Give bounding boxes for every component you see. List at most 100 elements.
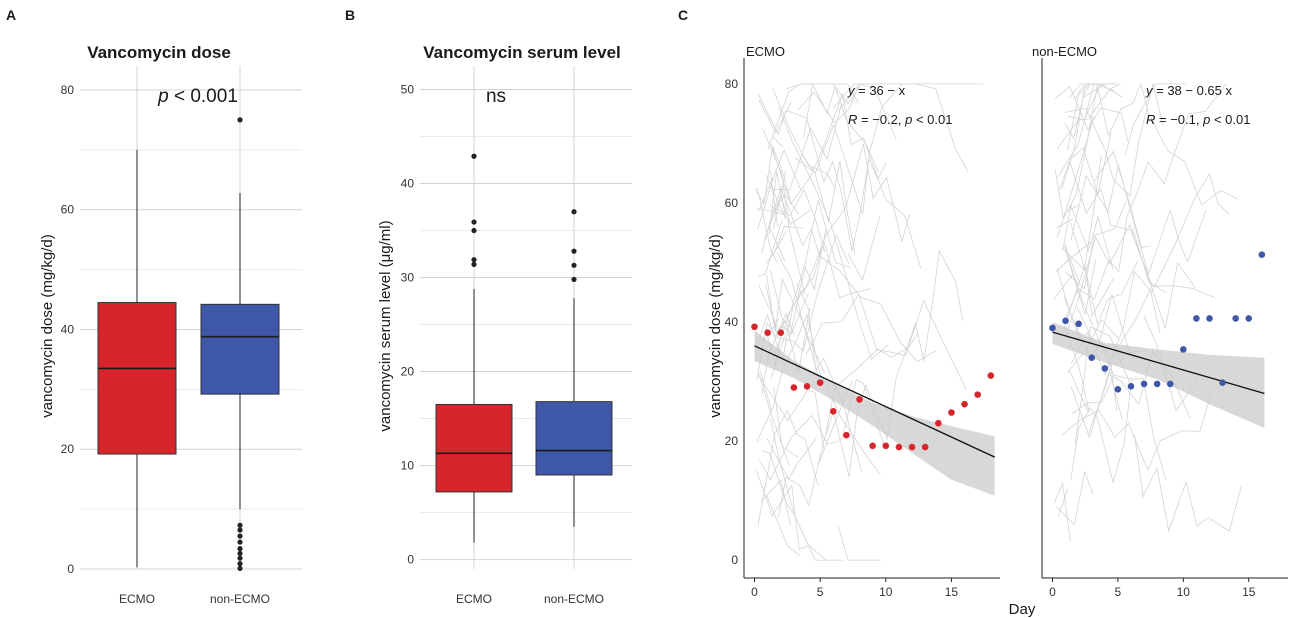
facet-ecmo-regression-line — [754, 345, 996, 458]
facet-non-ecmo-mean-point — [1075, 320, 1082, 328]
facet-ecmo-trajectory — [771, 135, 784, 148]
facet-ecmo-trajectory — [773, 387, 799, 459]
facet-non-ecmo-mean-point — [1127, 382, 1135, 390]
facet-ecmo-trajectory — [758, 379, 885, 481]
facet-ecmo-mean-point — [843, 431, 850, 439]
facet-non-ecmo-trajectory — [1068, 83, 1123, 121]
facet-non-ecmo-trajectory — [1105, 357, 1123, 421]
facet-non-ecmo-trajectory — [1070, 373, 1109, 439]
facet-ecmo-trajectory — [773, 199, 852, 357]
facet-ecmo-mean-point — [934, 419, 942, 427]
panel-b-box-ecmo-outlier — [471, 219, 477, 225]
facet-non-ecmo-trajectory — [1062, 155, 1102, 271]
panel-a-x-tick-label: non-ECMO — [210, 592, 270, 606]
facet-ecmo-trajectory — [837, 525, 882, 561]
panel-b-title: Vancomycin serum level — [423, 43, 621, 62]
panel-label-b: B — [345, 7, 355, 23]
facet-ecmo-trajectory — [769, 188, 826, 253]
panel-a-box-ecmo-iqr — [97, 302, 177, 455]
facet-ecmo-trajectory — [762, 409, 819, 497]
facet-non-ecmo-trajectory — [1053, 482, 1071, 542]
facet-ecmo-mean-point — [751, 323, 758, 331]
panel-b-box-ecmo-outlier — [471, 153, 477, 159]
panel-c-y-axis-label: vancomycin dose (mg/kg/d) — [707, 234, 724, 417]
facet-non-ecmo-mean-point — [1049, 324, 1056, 332]
facet-non-ecmo-mean-point — [1219, 379, 1226, 387]
facet-non-ecmo-x-tick-label: 10 — [1177, 585, 1191, 599]
facet-non-ecmo-trajectory — [1064, 201, 1127, 290]
facet-non-ecmo-confidence-band — [1052, 322, 1265, 428]
facet-ecmo-trajectory — [794, 83, 969, 215]
panel-b-box-non-ecmo-iqr — [535, 401, 613, 476]
facet-non-ecmo-trajectory — [1059, 159, 1215, 298]
facet-non-ecmo-trajectory — [1061, 85, 1086, 189]
facet-ecmo-mean-point — [961, 400, 968, 408]
panel-a-box-non-ecmo-iqr — [200, 303, 280, 395]
panel-c-y-tick-label: 40 — [725, 315, 739, 329]
facet-ecmo-mean-point — [908, 443, 916, 451]
panel-c-y-tick-label: 20 — [725, 434, 739, 448]
facet-ecmo-trajectory — [778, 107, 889, 360]
facet-ecmo-mean-point — [869, 442, 876, 450]
facet-non-ecmo-trajectory — [1057, 83, 1115, 178]
facet-ecmo-trajectory — [759, 371, 772, 411]
facet-non-ecmo-trajectory — [1063, 242, 1080, 283]
panel-b-box-ecmo-outlier — [471, 261, 477, 267]
panel-a-box-non-ecmo-outlier — [237, 555, 243, 561]
panel-b-x-tick-label: ECMO — [456, 592, 492, 606]
facet-ecmo-trajectory — [754, 92, 922, 269]
facet-non-ecmo-mean-point — [1245, 315, 1253, 322]
facet-non-ecmo-regression-equation: y = 38 − 0.65 x — [1145, 83, 1233, 98]
panel-c-x-axis-label: Day — [1009, 601, 1036, 618]
facet-non-ecmo-trajectory — [1069, 132, 1112, 196]
panel-a-significance-annotation: p < 0.001 — [157, 86, 238, 107]
facet-non-ecmo-trajectory — [1125, 83, 1186, 155]
facet-ecmo-trajectory — [761, 450, 795, 514]
facet-ecmo-trajectory — [777, 249, 964, 518]
facet-non-ecmo-regression-line — [1052, 331, 1265, 395]
facet-ecmo-trajectory — [756, 313, 881, 476]
facet-non-ecmo-x-tick-label: 15 — [1242, 585, 1256, 599]
facet-non-ecmo-trajectory — [1132, 227, 1167, 294]
panel-b-box-non-ecmo-outlier — [571, 262, 577, 268]
panel-a-y-tick-label: 0 — [67, 562, 74, 576]
facet-ecmo-mean-point — [790, 384, 798, 391]
facet-non-ecmo-mean-point — [1153, 380, 1161, 388]
facet-ecmo-x-tick-label: 5 — [817, 585, 824, 599]
facet-ecmo-trajectory — [765, 231, 787, 265]
facet-ecmo-trajectory — [756, 234, 850, 443]
facet-ecmo-trajectory — [758, 375, 825, 449]
facet-non-ecmo-mean-point — [1232, 315, 1239, 322]
facet-non-ecmo-trajectory — [1094, 150, 1152, 248]
facet-ecmo-trajectory — [762, 128, 806, 296]
facet-non-ecmo-mean-point — [1206, 315, 1213, 322]
facet-ecmo-trajectory — [758, 218, 783, 278]
facet-non-ecmo-mean-point — [1258, 251, 1266, 259]
facet-ecmo-correlation: R = −0.2, p < 0.01 — [848, 112, 952, 127]
facet-ecmo-trajectory — [786, 83, 859, 104]
facet-non-ecmo-trajectory — [1064, 246, 1167, 481]
facet-non-ecmo-mean-point — [1180, 346, 1187, 353]
facet-non-ecmo-mean-point — [1193, 315, 1200, 322]
facet-non-ecmo-mean-point — [1166, 380, 1174, 388]
facet-ecmo-mean-point — [882, 442, 890, 450]
facet-ecmo-trajectory — [758, 228, 827, 332]
facet-ecmo-trajectory — [757, 481, 767, 526]
facet-non-ecmo-trajectory — [1057, 488, 1069, 517]
facet-non-ecmo-correlation: R = −0.1, p < 0.01 — [1146, 112, 1250, 127]
facet-ecmo: 0 20 40 60 80 0 5 10 15 ECMO y = 36 − x R = −0.2… — [725, 44, 1000, 599]
facet-non-ecmo-mean-point — [1062, 317, 1069, 325]
panel-a-box-non-ecmo-outlier — [237, 565, 243, 572]
facet-ecmo-mean-point — [816, 379, 824, 387]
facet-ecmo-mean-point — [777, 329, 785, 337]
facet-non-ecmo-trajectory — [1067, 204, 1079, 213]
panel-b-y-tick-label: 10 — [401, 459, 415, 473]
facet-non-ecmo-trajectory — [1065, 250, 1096, 315]
facet-non-ecmo-trajectory — [1070, 164, 1207, 276]
facet-ecmo-trajectory — [757, 207, 786, 215]
facet-ecmo-trajectory — [796, 282, 862, 472]
panel-a-box-non-ecmo-outlier — [237, 522, 243, 528]
facet-ecmo-trajectory — [760, 479, 791, 526]
facet-non-ecmo-x-tick-label: 0 — [1049, 585, 1056, 599]
panel-b-box-non-ecmo-outlier — [571, 209, 577, 215]
